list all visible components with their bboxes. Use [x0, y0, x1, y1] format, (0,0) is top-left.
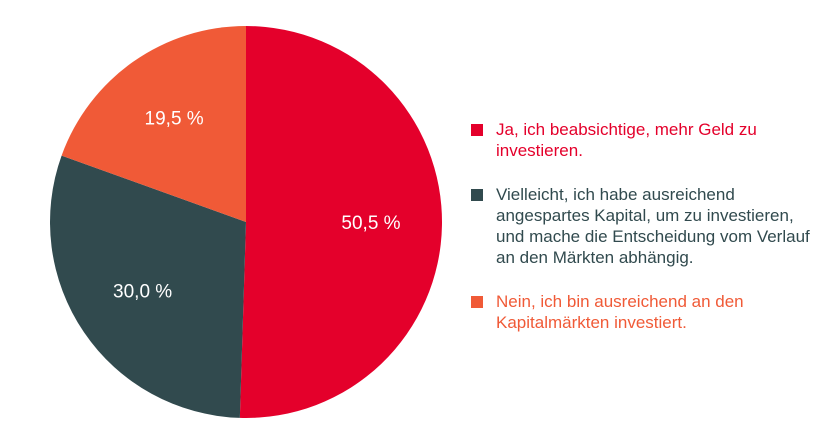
pie-slice-1	[49, 155, 246, 418]
legend-swatch-0	[471, 124, 483, 136]
pie-slice-0	[239, 26, 442, 418]
legend-item-2: Nein, ich bin ausreichend an den Kapital…	[471, 291, 821, 333]
legend-label-1: Vielleicht, ich habe ausreichend angespa…	[496, 185, 810, 267]
legend-label-0: Ja, ich beabsichtige, mehr Geld zu inves…	[496, 120, 757, 160]
slice-value-label-2: 19,5 %	[145, 109, 204, 130]
pie-slice-2	[61, 26, 246, 222]
legend-label-2: Nein, ich bin ausreichend an den Kapital…	[496, 292, 744, 332]
legend-swatch-1	[471, 189, 483, 201]
legend-swatch-2	[471, 296, 483, 308]
slice-value-label-1: 30,0 %	[113, 281, 172, 302]
legend: Ja, ich beabsichtige, mehr Geld zu inves…	[471, 119, 821, 356]
legend-item-1: Vielleicht, ich habe ausreichend angespa…	[471, 184, 821, 268]
slice-value-label-0: 50,5 %	[341, 213, 400, 234]
legend-item-0: Ja, ich beabsichtige, mehr Geld zu inves…	[471, 119, 821, 161]
